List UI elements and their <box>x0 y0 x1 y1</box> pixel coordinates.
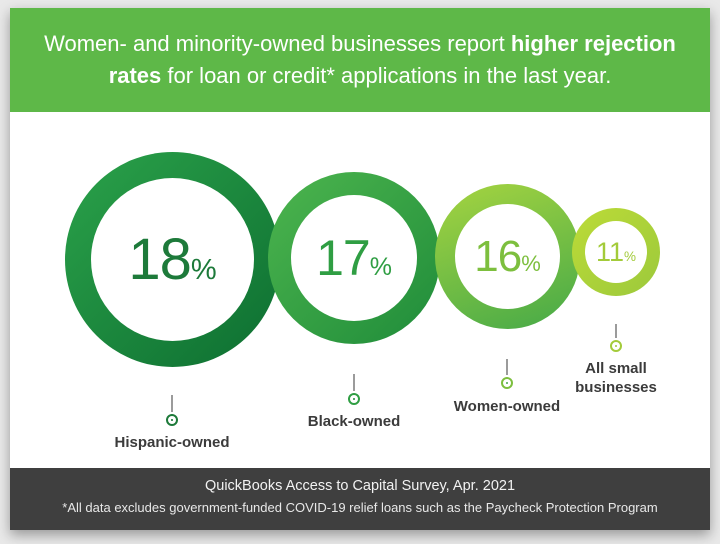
pin-dot-icon <box>610 340 622 352</box>
percent-sign: % <box>369 253 392 281</box>
value-hispanic-owned: 18% <box>128 226 216 293</box>
ring-black-owned: 17% <box>268 172 440 344</box>
page-title: Women- and minority-owned businesses rep… <box>40 28 680 92</box>
title-suffix: for loan or credit* applications in the … <box>161 63 612 88</box>
title-bold-phrase: higher rejection rates <box>108 31 676 88</box>
percent-sign: % <box>190 254 217 286</box>
connector-line <box>506 359 508 375</box>
header-banner: Women- and minority-owned businesses rep… <box>10 8 710 112</box>
value-number: 16 <box>474 231 522 281</box>
pin-dot-icon <box>348 393 360 405</box>
connector-line <box>171 395 173 412</box>
pin-dot-icon <box>166 414 178 426</box>
label-hispanic-owned: Hispanic-owned <box>114 434 230 451</box>
title-prefix: Women- and minority-owned businesses rep… <box>44 31 511 57</box>
value-number: 17 <box>316 230 371 286</box>
label-all-small-businesses: All small businesses <box>575 360 657 396</box>
value-all-small-businesses: 11% <box>596 237 636 268</box>
percent-sign: % <box>624 248 637 264</box>
chart-area: 18% Hispanic-owned 17% Black-owned 16% W… <box>10 112 710 468</box>
value-women-owned: 16% <box>474 232 541 282</box>
value-number: 18 <box>128 227 192 292</box>
label-women-owned: Women-owned <box>453 398 561 415</box>
ring-women-owned: 16% <box>435 184 580 329</box>
value-black-owned: 17% <box>316 229 392 287</box>
footer-bar: QuickBooks Access to Capital Survey, Apr… <box>10 468 710 530</box>
percent-sign: % <box>521 250 541 276</box>
ring-hispanic-owned: 18% <box>65 152 280 367</box>
ring-all-small-businesses: 11% <box>572 208 660 296</box>
value-number: 11 <box>595 236 624 267</box>
source-citation: QuickBooks Access to Capital Survey, Apr… <box>204 478 516 494</box>
pin-dot-icon <box>501 377 513 389</box>
connector-line <box>615 324 617 338</box>
label-black-owned: Black-owned <box>307 413 401 430</box>
infographic-card: Women- and minority-owned businesses rep… <box>10 8 710 530</box>
footnote: *All data excludes government-funded COV… <box>62 500 658 515</box>
connector-line <box>353 374 355 391</box>
